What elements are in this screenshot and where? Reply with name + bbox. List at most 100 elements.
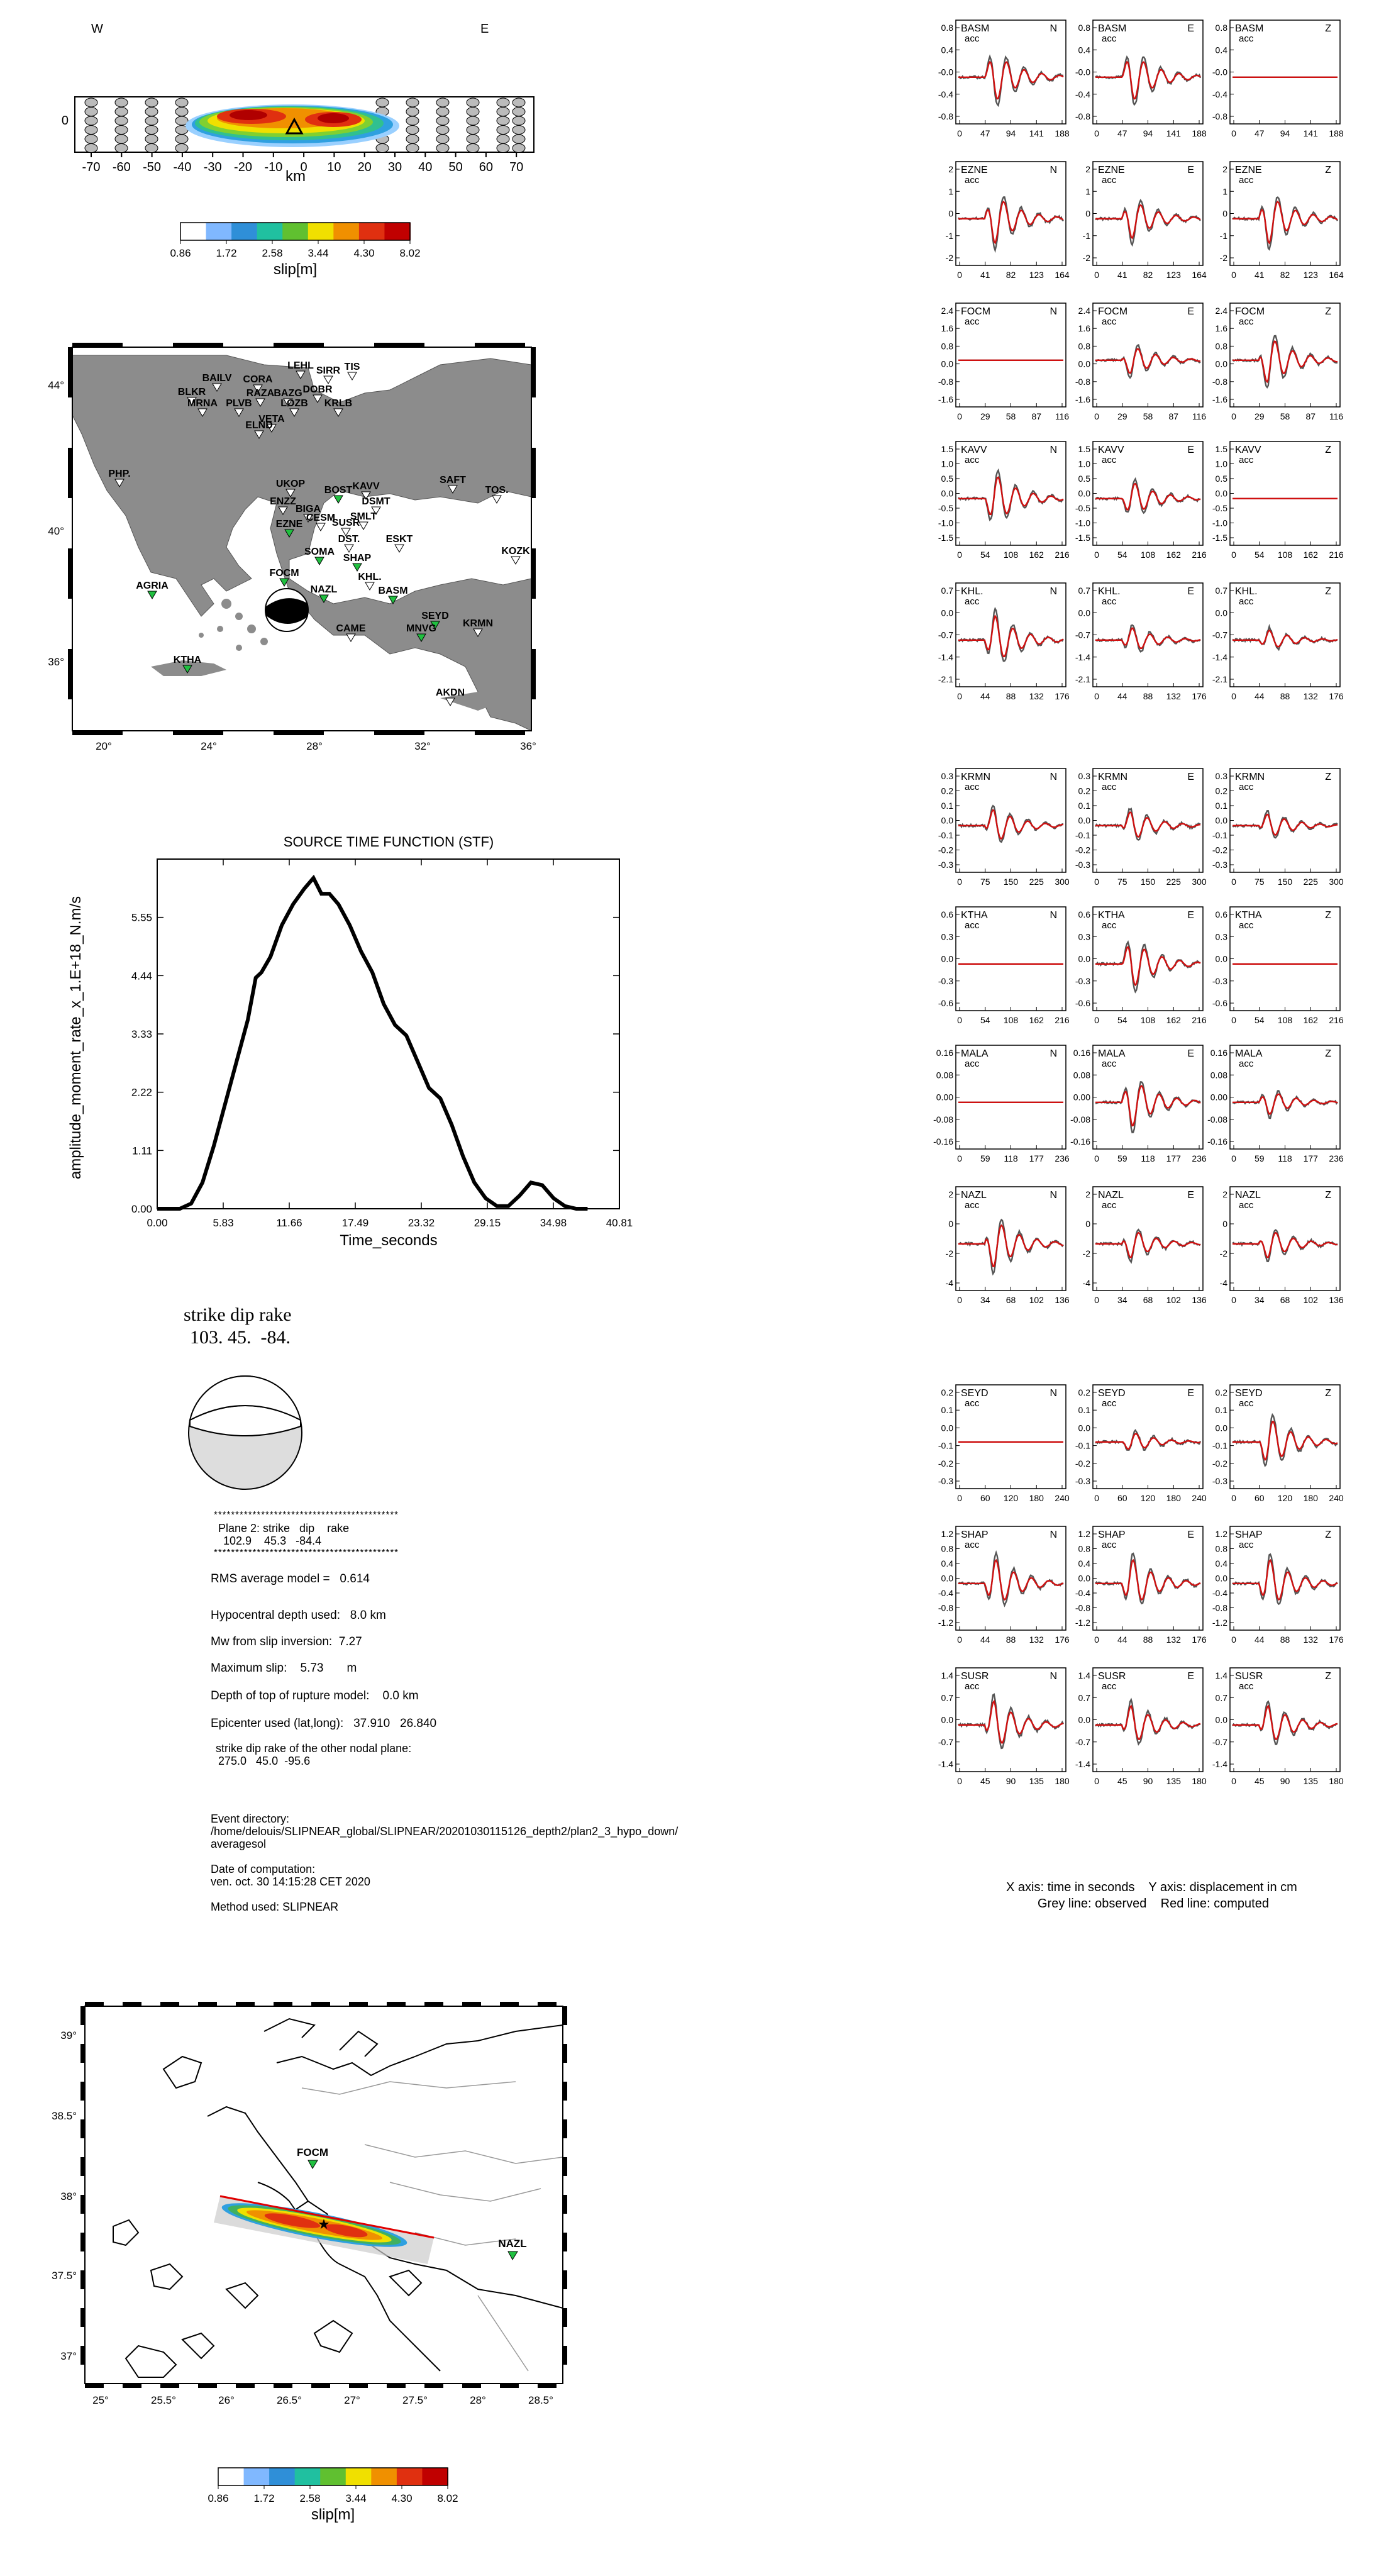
waveform-xtick: 141 — [1029, 128, 1044, 138]
waveform-acc: acc — [1239, 596, 1254, 607]
waveform-ytick: 0.3 — [941, 931, 954, 941]
waveform-ytick: -0.7 — [938, 1737, 953, 1747]
local-map-svg: ★ FOCM NAZL 39° 38.5° 38° 37.5° 37° 25° 25.5° 2… — [52, 2002, 567, 2406]
waveform-ytick: -0.3 — [1075, 1476, 1090, 1486]
waveform-ytick: -1.4 — [938, 652, 953, 662]
computed-trace — [1095, 482, 1201, 511]
colorbar-tick: 8.02 — [399, 247, 420, 259]
waveform-acc: acc — [1102, 316, 1117, 327]
waveform-station: NAZL — [1235, 1190, 1261, 1201]
station-triangle-icon — [197, 408, 208, 417]
colorbar-1-svg: 0.86 1.72 2.58 3.44 4.30 8.02 slip[m] — [170, 222, 421, 278]
colorbar-tick: 3.44 — [345, 2492, 366, 2504]
waveform-acc: acc — [1102, 596, 1117, 607]
waveform-xtick: 0 — [957, 1015, 962, 1025]
subfault-marker — [114, 97, 128, 108]
waveform-ytick: 0 — [1222, 209, 1227, 219]
waveform-ytick: -0.3 — [1212, 860, 1227, 870]
waveform-ytick: -0.4 — [1075, 1588, 1090, 1598]
station-triangle-icon — [323, 375, 333, 384]
waveform-xtick: 58 — [1280, 411, 1290, 421]
subfault-marker — [84, 107, 98, 116]
waveform-ytick: 1.0 — [1216, 459, 1228, 469]
colorbar-swatch — [282, 223, 309, 240]
subfault-marker — [175, 107, 189, 116]
subfault-marker — [466, 125, 480, 135]
waveform-acc: acc — [965, 782, 980, 792]
station-triangle-icon — [267, 424, 277, 433]
waveform-xtick: 176 — [1329, 1635, 1344, 1645]
waveform-ytick: 0.7 — [1078, 1692, 1091, 1702]
station-label: AGRIA — [136, 580, 169, 591]
waveform-acc: acc — [965, 316, 980, 327]
subfault-marker — [466, 97, 480, 108]
waveform-xtick: 162 — [1029, 550, 1044, 560]
waveform-component: Z — [1325, 1530, 1331, 1540]
waveform-ytick: -1.4 — [1212, 652, 1227, 662]
waveform-xtick: 123 — [1304, 270, 1319, 280]
subfault-marker — [406, 116, 419, 126]
waveform-xtick: 120 — [1141, 1493, 1156, 1503]
waveform-ytick: 2 — [1085, 164, 1090, 174]
station-triangle-icon — [448, 485, 458, 494]
colorbar-swatch — [269, 2468, 296, 2485]
station-label: UKOP — [276, 479, 306, 489]
waveform-xtick: 58 — [1143, 411, 1153, 421]
waveform-ytick: 0.5 — [941, 474, 954, 484]
waveform-acc: acc — [1102, 920, 1117, 931]
waveform-ytick: -0.8 — [1075, 377, 1090, 387]
waveform-acc: acc — [965, 33, 980, 44]
mech-header: strike dip rake — [184, 1304, 292, 1325]
waveform-station: SUSR — [1098, 1671, 1126, 1682]
waveform-xtick: 0 — [1231, 691, 1236, 701]
waveform-xtick: 60 — [1255, 1493, 1265, 1503]
colorbar-swatch — [257, 223, 284, 240]
waveform-ytick: 0.7 — [1216, 1692, 1228, 1702]
colorbar-1: 0.86 1.72 2.58 3.44 4.30 8.02 slip[m] — [163, 220, 428, 283]
waveform-ytick: 0.3 — [1078, 931, 1091, 941]
computed-trace — [1095, 60, 1201, 100]
waveform-xtick: 44 — [980, 691, 990, 701]
waveform-xtick: 34 — [980, 1295, 990, 1305]
event-dir-label: Event directory: — [211, 1813, 290, 1825]
waveform-ytick: -2 — [1220, 253, 1228, 263]
waveform-ytick: 0.0 — [1216, 954, 1228, 964]
waveform-xtick: 0 — [1231, 1153, 1236, 1163]
waveform-acc: acc — [1102, 1058, 1117, 1069]
waveform-xtick: 54 — [980, 550, 990, 560]
stf-ytick: 0.00 — [131, 1203, 152, 1215]
computed-trace — [1095, 627, 1201, 650]
waveform-ytick: 0.3 — [1078, 771, 1091, 781]
waveform-ytick: 0.1 — [1078, 1405, 1091, 1415]
waveform-xtick: 0 — [1231, 1776, 1236, 1786]
waveform-station: KTHA — [1098, 910, 1125, 921]
slip-xtick-label: -60 — [113, 160, 131, 174]
station-triangle-icon — [473, 628, 483, 637]
local-lat-tick: 38° — [60, 2190, 77, 2202]
waveform-xtick: 164 — [1329, 270, 1344, 280]
slip-ytick: 0 — [62, 114, 69, 128]
waveform-xtick: 180 — [1329, 1776, 1344, 1786]
waveform-acc: acc — [1239, 1540, 1254, 1550]
waveform-component: N — [1050, 445, 1057, 455]
waveform-component: E — [1187, 1048, 1194, 1059]
waveform-ytick: 0.7 — [1216, 586, 1228, 596]
waveform-ytick: -0.8 — [938, 111, 953, 121]
waveform-ytick: -2 — [1083, 253, 1091, 263]
waveform-component: E — [1187, 586, 1194, 597]
subfault-marker — [114, 134, 128, 144]
waveform-xtick: 102 — [1029, 1295, 1044, 1305]
station-triangle-icon — [430, 621, 440, 630]
waveform-ytick: 0.0 — [941, 1574, 954, 1584]
waveform-ytick: -0.3 — [938, 976, 953, 986]
